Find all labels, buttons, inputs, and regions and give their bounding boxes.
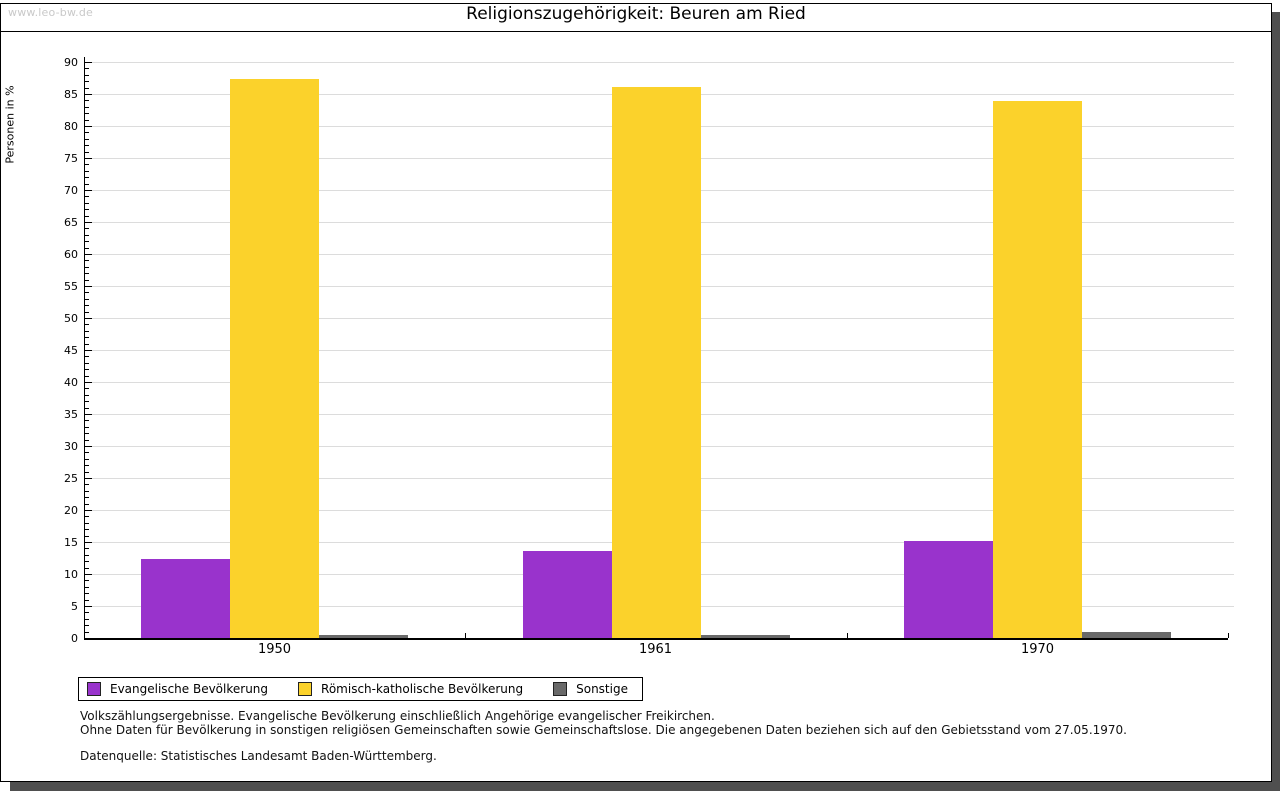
- legend-item-1: Römisch-katholische Bevölkerung: [298, 682, 523, 696]
- data-source: Datenquelle: Statistisches Landesamt Bad…: [80, 749, 437, 763]
- legend-swatch-icon: [553, 682, 568, 696]
- legend-item-0: Evangelische Bevölkerung: [87, 682, 268, 696]
- page-title: Religionszugehörigkeit: Beuren am Ried: [466, 4, 806, 24]
- legend-swatch-icon: [87, 682, 101, 696]
- title-separator: [1, 31, 1271, 32]
- panel-shadow-bottom: [10, 782, 1280, 791]
- chart-panel-frame: [0, 3, 1272, 782]
- chart-legend: Evangelische Bevölkerung Römisch-katholis…: [78, 677, 643, 701]
- footer-notes: Volkszählungsergebnisse. Evangelische Be…: [80, 709, 1230, 763]
- legend-swatch-icon: [298, 682, 313, 696]
- watermark: www.leo-bw.de: [8, 6, 94, 19]
- footer-line-2: Ohne Daten für Bevölkerung in sonstigen …: [80, 723, 1127, 737]
- panel-shadow-right: [1272, 12, 1280, 791]
- footer-line-1: Volkszählungsergebnisse. Evangelische Be…: [80, 709, 715, 723]
- legend-label: Römisch-katholische Bevölkerung: [321, 682, 524, 696]
- legend-label: Evangelische Bevölkerung: [110, 682, 269, 696]
- legend-item-2: Sonstige: [553, 682, 628, 696]
- legend-label: Sonstige: [576, 682, 628, 696]
